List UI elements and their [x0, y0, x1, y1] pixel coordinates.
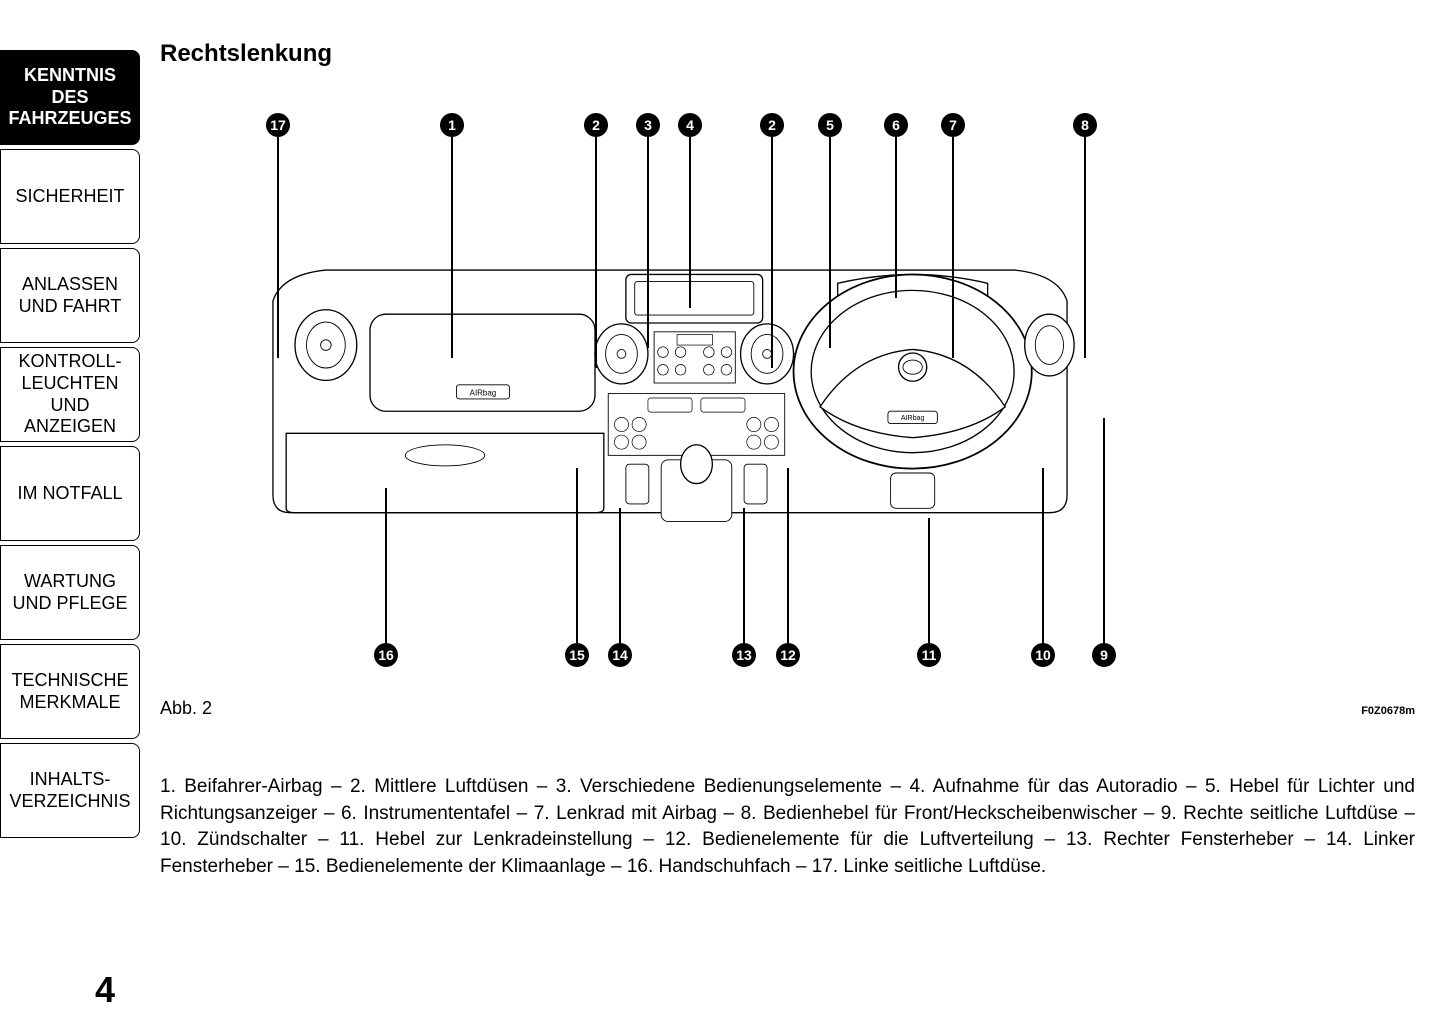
callout-2: 2	[584, 113, 608, 137]
callout-line	[771, 137, 773, 368]
callout-line	[689, 137, 691, 308]
callout-line	[829, 137, 831, 348]
sidebar-nav: KENNTNIS DES FAHRZEUGES SICHERHEIT ANLAS…	[0, 50, 140, 842]
callout-line	[1042, 468, 1044, 643]
callout-9: 9	[1092, 643, 1116, 667]
tab-inhalt[interactable]: INHALTS-VERZEICHNIS	[0, 743, 140, 838]
tab-notfall[interactable]: IM NOTFALL	[0, 446, 140, 541]
callout-5: 5	[818, 113, 842, 137]
legend-text: 1. Beifahrer-Airbag – 2. Mittlere Luftdü…	[160, 774, 1415, 880]
page-title: Rechtslenkung	[160, 40, 1415, 68]
tab-anlassen[interactable]: ANLASSEN UND FAHRT	[0, 248, 140, 343]
callout-8: 8	[1073, 113, 1097, 137]
callout-13: 13	[732, 643, 756, 667]
callout-11: 11	[917, 643, 941, 667]
callout-4: 4	[678, 113, 702, 137]
dashboard-diagram: AIRbag	[190, 88, 1190, 668]
page-content: Rechtslenkung AIRbag	[160, 40, 1415, 880]
callout-line	[928, 518, 930, 643]
callout-16: 16	[374, 643, 398, 667]
callout-line	[619, 508, 621, 643]
callout-line	[277, 137, 279, 358]
callout-17: 17	[266, 113, 290, 137]
callout-6: 6	[884, 113, 908, 137]
callout-line	[647, 137, 649, 348]
callout-1: 1	[440, 113, 464, 137]
callout-12: 12	[776, 643, 800, 667]
callout-line	[1103, 418, 1105, 643]
callout-line	[743, 508, 745, 643]
figure-code: F0Z0678m	[1361, 705, 1415, 717]
callout-15: 15	[565, 643, 589, 667]
callout-3: 3	[636, 113, 660, 137]
airbag-label: AIRbag	[470, 388, 496, 397]
tab-wartung[interactable]: WARTUNG UND PFLEGE	[0, 545, 140, 640]
page-number: 4	[95, 969, 115, 1011]
tab-kenntnis[interactable]: KENNTNIS DES FAHRZEUGES	[0, 50, 140, 145]
tab-technische[interactable]: TECHNISCHE MERKMALE	[0, 644, 140, 739]
callout-2: 2	[760, 113, 784, 137]
callout-line	[385, 488, 387, 643]
figure-caption-row: Abb. 2 F0Z0678m	[160, 698, 1415, 719]
svg-text:AIRbag: AIRbag	[901, 415, 925, 422]
tab-kontroll[interactable]: KONTROLL-LEUCHTEN UND ANZEIGEN	[0, 347, 140, 442]
callout-7: 7	[941, 113, 965, 137]
callout-14: 14	[608, 643, 632, 667]
tab-sicherheit[interactable]: SICHERHEIT	[0, 149, 140, 244]
callout-line	[787, 468, 789, 643]
callout-line	[451, 137, 453, 358]
dashboard-illustration: AIRbag	[200, 248, 1140, 548]
figure-label: Abb. 2	[160, 698, 212, 719]
callout-line	[576, 468, 578, 643]
callout-line	[895, 137, 897, 298]
callout-line	[1084, 137, 1086, 358]
callout-line	[595, 137, 597, 368]
callout-line	[952, 137, 954, 358]
callout-10: 10	[1031, 643, 1055, 667]
